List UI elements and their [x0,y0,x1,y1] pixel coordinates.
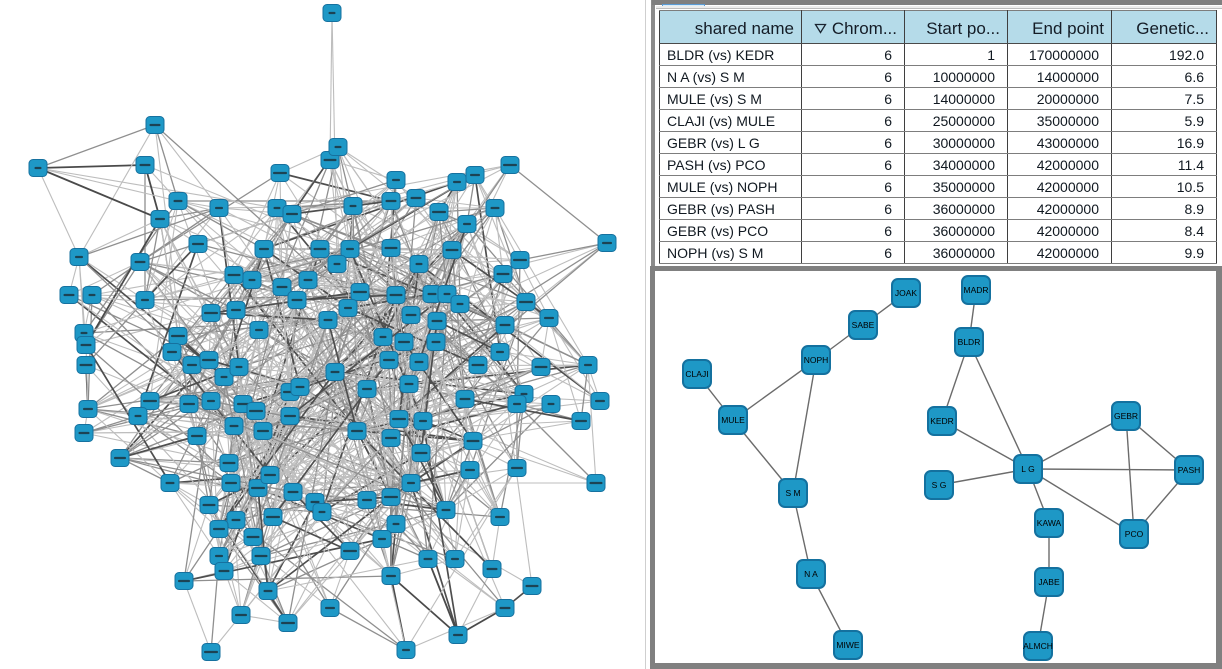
svg-text:PCO: PCO [1125,529,1144,539]
svg-text:ALMCH: ALMCH [1023,641,1053,651]
svg-text:PASH: PASH [1178,465,1201,475]
svg-text:GEBR: GEBR [1114,411,1138,421]
svg-text:L G: L G [1021,464,1034,474]
svg-text:MADR: MADR [963,285,988,295]
svg-text:NOPH: NOPH [804,355,829,365]
svg-text:BLDR: BLDR [958,337,981,347]
svg-text:S M: S M [785,488,800,498]
svg-text:KAWA: KAWA [1037,518,1062,528]
svg-text:N A: N A [804,569,818,579]
svg-text:SABE: SABE [852,320,875,330]
svg-text:CLAJI: CLAJI [685,369,708,379]
svg-text:JABE: JABE [1038,577,1060,587]
svg-text:MULE: MULE [721,415,745,425]
svg-text:JOAK: JOAK [895,288,918,298]
svg-text:KEDR: KEDR [930,416,954,426]
svg-text:S G: S G [932,480,947,490]
svg-text:MIWE: MIWE [836,640,859,650]
